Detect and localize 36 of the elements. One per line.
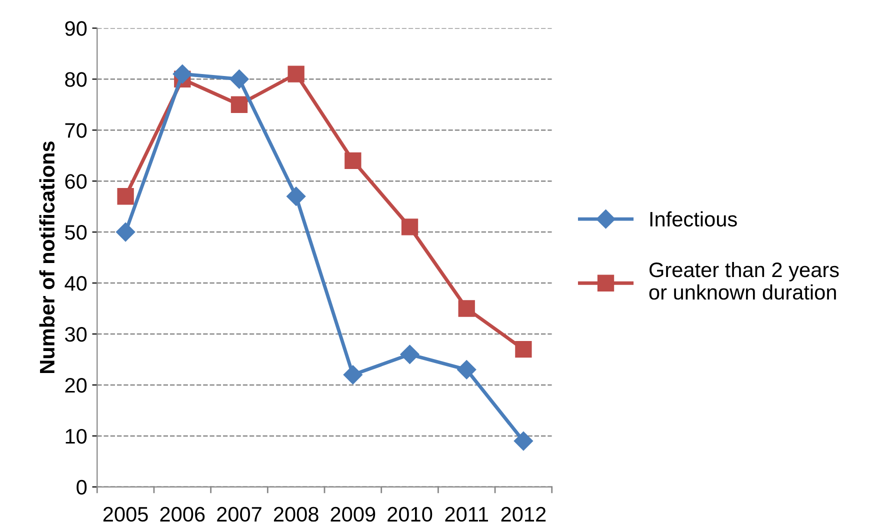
y-axis-title: Number of notifications <box>39 141 55 374</box>
point <box>401 218 418 236</box>
y-tick-label: 10 <box>66 428 87 444</box>
point <box>230 96 248 113</box>
point <box>400 344 420 364</box>
legend-label: Infectious <box>650 211 737 227</box>
x-tick-label: 2007 <box>217 506 262 522</box>
point <box>515 340 532 358</box>
x-tick-label: 2010 <box>388 506 432 522</box>
x-tick-label: 2009 <box>330 506 376 522</box>
point <box>343 365 362 384</box>
x-tick-label: 2011 <box>445 506 488 522</box>
y-tick-label: 60 <box>65 174 87 189</box>
point <box>344 152 362 170</box>
point <box>172 64 192 84</box>
point <box>288 66 304 82</box>
point <box>286 186 306 206</box>
y-tick-label: 80 <box>65 72 87 87</box>
y-tick-label: 0 <box>76 480 87 495</box>
x-tick-label: 2008 <box>274 506 318 522</box>
y-tick-label: 30 <box>65 327 87 342</box>
x-tick-label: 2012 <box>501 506 546 522</box>
point <box>514 432 533 451</box>
point <box>457 360 476 380</box>
legend-label: Greater than 2 years or unknown duration <box>649 262 839 300</box>
y-tick-label: 20 <box>65 378 87 393</box>
x-tick-label: 2006 <box>160 506 205 522</box>
point <box>458 300 475 317</box>
y-tick-label: 50 <box>65 225 87 240</box>
point <box>116 222 136 242</box>
y-tick-label: 90 <box>65 21 87 36</box>
point <box>230 70 249 89</box>
y-tick-label: 40 <box>64 276 87 291</box>
point <box>117 188 134 205</box>
y-tick-label: 70 <box>65 123 87 138</box>
x-tick-label: 2005 <box>103 506 148 522</box>
